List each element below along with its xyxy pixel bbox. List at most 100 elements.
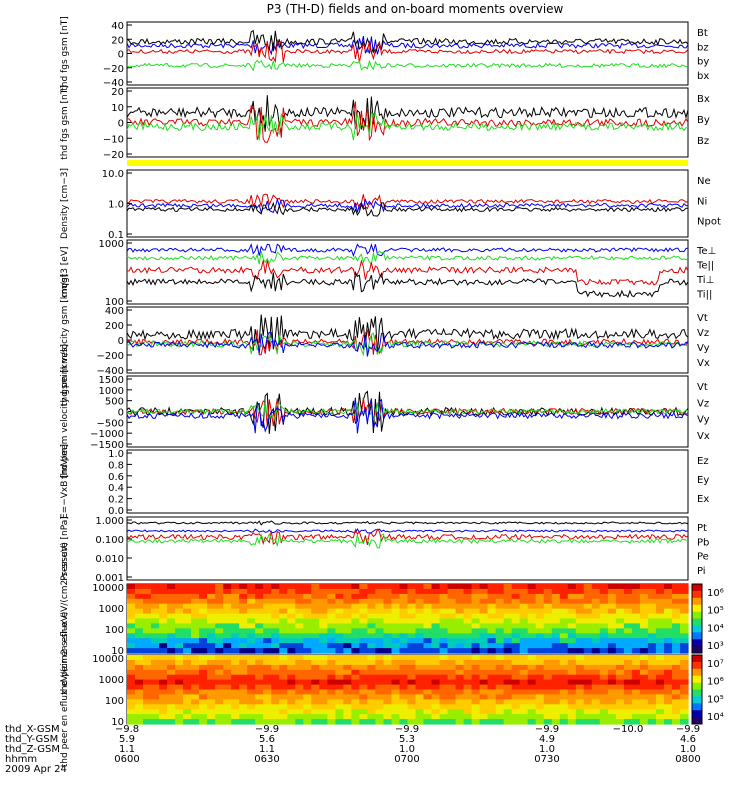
heatmap-cell (655, 689, 665, 695)
heatmap-cell (199, 608, 208, 615)
heatmap-cell (447, 719, 457, 725)
heatmap-cell (431, 679, 441, 686)
heatmap-cell (175, 643, 184, 649)
heatmap-cell (151, 608, 160, 615)
x-row-label: thd_X-GSM (5, 724, 60, 735)
heatmap-cell (255, 613, 264, 620)
heatmap-cell (672, 659, 681, 666)
heatmap-cell (135, 704, 144, 710)
heatmap-cell (287, 714, 296, 720)
heatmap-cell (167, 633, 176, 639)
heatmap-cell (559, 633, 569, 639)
heatmap-cell (639, 689, 649, 695)
heatmap-cell (479, 608, 489, 615)
heatmap-cell (415, 714, 425, 720)
heatmap-cell (215, 719, 224, 725)
heatmap-cell (295, 689, 304, 695)
heatmap-cell (575, 704, 585, 710)
heatmap-cell (567, 674, 577, 681)
colorbar-segment (692, 682, 702, 690)
heatmap-cell (151, 674, 160, 681)
heatmap-cell (511, 613, 521, 620)
heatmap-cell (455, 704, 465, 710)
heatmap-cell (535, 598, 545, 605)
heatmap-cell (215, 623, 224, 629)
heatmap-cell (607, 664, 617, 671)
heatmap-cell (399, 648, 409, 654)
heatmap-cell (639, 584, 649, 590)
heatmap-cell (143, 584, 152, 590)
heatmap-cell (167, 689, 176, 695)
heatmap-cell (631, 648, 641, 654)
heatmap-cell (559, 588, 569, 595)
heatmap-cell (391, 679, 401, 686)
heatmap-cell (255, 638, 264, 644)
heatmap-cell (295, 719, 304, 725)
heatmap-cell (591, 643, 601, 649)
heatmap-cell (647, 623, 657, 629)
heatmap-cell (415, 699, 425, 705)
heatmap-cell (207, 643, 216, 649)
heatmap-cell (375, 633, 384, 639)
heatmap-cell (471, 588, 481, 595)
y-tick-label: 500 (105, 397, 124, 408)
heatmap-cell (335, 669, 344, 676)
heatmap-cell (223, 674, 232, 681)
heatmap-cell (263, 664, 272, 671)
heatmap-cell (215, 608, 224, 615)
heatmap-cell (535, 638, 545, 644)
heatmap-cell (559, 628, 569, 634)
heatmap-cell (487, 664, 497, 671)
heatmap-cell (623, 664, 633, 671)
legend-entry: Bx (697, 94, 710, 105)
heatmap-cell (167, 613, 176, 620)
heatmap-cell (599, 679, 609, 686)
heatmap-cell (383, 689, 393, 695)
heatmap-cell (279, 593, 288, 600)
heatmap-cell (367, 679, 376, 686)
heatmap-cell (295, 638, 304, 644)
heatmap-cell (223, 593, 232, 600)
heatmap-cell (551, 598, 561, 605)
heatmap-cell (431, 674, 441, 681)
heatmap-cell (519, 674, 529, 681)
heatmap-cell (231, 623, 240, 629)
heatmap-cell (279, 689, 288, 695)
heatmap-cell (287, 684, 296, 691)
heatmap-cell (471, 618, 481, 624)
heatmap-cell (271, 719, 280, 725)
heatmap-cell (503, 714, 513, 720)
heatmap-cell (479, 699, 489, 705)
heatmap-cell (207, 593, 216, 600)
heatmap-cell (415, 719, 425, 725)
heatmap-cell (151, 593, 160, 600)
heatmap-cell (591, 655, 601, 661)
heatmap-cell (503, 603, 513, 610)
heatmap-cell (615, 709, 625, 715)
heatmap-cell (567, 679, 577, 686)
heatmap-cell (647, 593, 657, 600)
heatmap-cell (295, 655, 304, 661)
heatmap-cell (607, 623, 617, 629)
heatmap-cell (664, 664, 673, 671)
heatmap-cell (463, 684, 473, 691)
heatmap-cell (167, 584, 176, 590)
heatmap-cell (263, 648, 272, 654)
heatmap-cell (535, 664, 545, 671)
heatmap-cell (423, 638, 433, 644)
heatmap-cell (263, 588, 272, 595)
heatmap-cell (215, 648, 224, 654)
heatmap-cell (127, 638, 136, 644)
heatmap-cell (495, 694, 505, 700)
heatmap-cell (407, 704, 417, 710)
heatmap-cell (471, 623, 481, 629)
heatmap-cell (231, 664, 240, 671)
heatmap-cell (479, 714, 489, 720)
heatmap-cell (359, 613, 368, 620)
heatmap-cell (159, 719, 168, 725)
heatmap-cell (143, 704, 152, 710)
panel-frame (126, 449, 689, 514)
heatmap-cell (255, 709, 264, 715)
heatmap-cell (151, 643, 160, 649)
heatmap-cell (335, 593, 344, 600)
